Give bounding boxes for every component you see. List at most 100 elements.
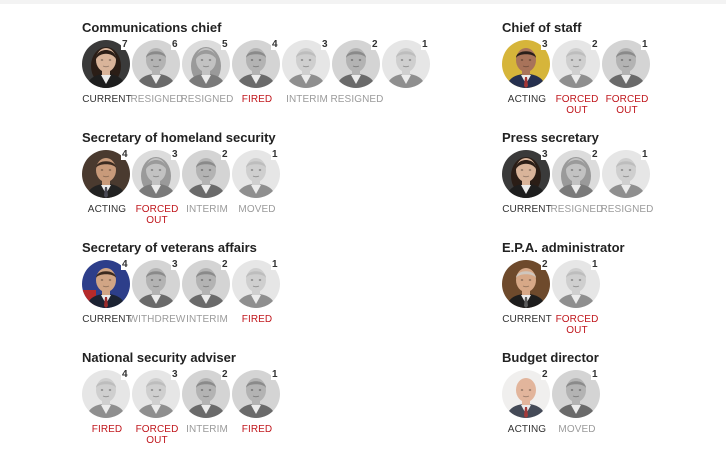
person-card[interactable]: 4 ACTING [82,149,132,230]
person-row: 3 CURRENT 2 RESIGNED 1 RESIGNED [502,149,653,230]
person-card[interactable]: 1 FORCED OUT [552,259,602,340]
order-number: 2 [591,149,599,160]
person-card[interactable]: 3 WITHDREW [129,259,185,340]
person-card[interactable]: 2 INTERIM [182,149,232,230]
portrait-photo [502,260,550,308]
person-card[interactable]: 1 MOVED [552,369,602,450]
person-card[interactable]: 6 RESIGNED [130,39,183,120]
order-number: 2 [221,149,229,160]
person-card[interactable]: 2 INTERIM [182,369,232,450]
order-number: 4 [121,369,129,380]
status-label: CURRENT [502,314,552,325]
group-title: Chief of staff [502,20,582,35]
portrait-photo [232,260,280,308]
person-row: 2 ACTING 1 MOVED [502,369,602,450]
group-title: Budget director [502,350,599,365]
person-card[interactable]: 2 RESIGNED [550,149,603,230]
person-card[interactable]: 2 ACTING [502,369,552,450]
order-number: 3 [171,369,179,380]
order-number: 4 [121,149,129,160]
group-press-secretary: Press secretary 3 CURRENT 2 RESIGNED 1 RESIGN… [502,130,653,230]
order-number: 2 [221,259,229,270]
status-label: WITHDREW [128,314,186,325]
status-label: FIRED [241,94,273,105]
person-card[interactable]: 3 FORCED OUT [132,149,182,230]
portrait-photo [502,150,550,198]
group-title: Press secretary [502,130,599,145]
status-label: RESIGNED [550,204,604,215]
person-row: 3 ACTING 2 FORCED OUT 1 FORCED OUT [502,39,650,120]
status-label: ACTING [507,424,547,435]
person-card[interactable]: 3 FORCED OUT [132,369,182,450]
portrait-photo [232,370,280,418]
person-row: 4 FIRED 3 FORCED OUT 2 INTERIM 1 FIRED [82,369,280,450]
person-card[interactable]: 1 RESIGNED [600,149,653,230]
order-number: 3 [321,39,329,50]
person-card[interactable]: 5 RESIGNED [180,39,233,120]
group-communications-chief: Communications chief 7 CURRENT 6 RESIGNED 5 R… [82,20,430,120]
status-label: MOVED [558,424,596,435]
person-card[interactable]: 4 FIRED [82,369,132,450]
person-card[interactable]: 2 FORCED OUT [552,39,602,120]
person-card[interactable]: 2 RESIGNED [330,39,383,120]
person-row: 2 CURRENT 1 FORCED OUT [502,259,625,340]
group-national-security-adviser: National security adviser 4 FIRED 3 FORCED … [82,350,280,450]
group-epa-administrator: E.P.A. administrator 2 CURRENT 1 FORCED OUT [502,240,625,340]
order-number: 1 [641,39,649,50]
order-number: 2 [371,39,379,50]
portrait-photo [182,40,230,88]
order-number: 6 [171,39,179,50]
person-card[interactable]: 1 FIRED [232,369,282,450]
order-number: 2 [221,369,229,380]
status-label: FORCED OUT [605,94,649,116]
order-number: 1 [591,369,599,380]
person-card[interactable]: 1 [382,39,432,120]
person-card[interactable]: 1 FORCED OUT [602,39,652,120]
status-label: CURRENT [82,94,132,105]
person-card[interactable]: 2 INTERIM [182,259,232,340]
person-card[interactable]: 4 FIRED [232,39,282,120]
status-label: MOVED [238,204,276,215]
order-number: 4 [271,39,279,50]
status-label: FORCED OUT [555,94,599,116]
status-label: INTERIM [286,94,328,105]
status-label: RESIGNED [330,94,384,105]
portrait-photo [602,150,650,198]
status-label: CURRENT [82,314,132,325]
group-secretary-of-veterans-affairs: Secretary of veterans affairs 4 CURRENT 3 W… [82,240,280,340]
person-card[interactable]: 3 ACTING [502,39,552,120]
person-card[interactable]: 3 CURRENT [502,149,552,230]
group-budget-director: Budget director 2 ACTING 1 MOVED [502,350,602,450]
status-label: INTERIM [186,424,228,435]
order-number: 1 [641,149,649,160]
order-number: 1 [271,369,279,380]
order-number: 1 [271,259,279,270]
person-card[interactable]: 2 CURRENT [502,259,552,340]
person-card[interactable]: 3 INTERIM [282,39,332,120]
portrait-photo [332,40,380,88]
status-label: FORCED OUT [555,314,599,336]
person-card[interactable]: 7 CURRENT [82,39,132,120]
group-title: Secretary of homeland security [82,130,276,145]
portrait-photo [82,150,130,198]
status-label: ACTING [87,204,127,215]
order-number: 2 [541,259,549,270]
order-number: 1 [271,149,279,160]
portrait-photo [502,40,550,88]
status-label: ACTING [507,94,547,105]
status-label: INTERIM [186,314,228,325]
status-label: RESIGNED [130,94,184,105]
group-chief-of-staff: Chief of staff 3 ACTING 2 FORCED OUT 1 FORCED… [502,20,650,120]
order-number: 1 [591,259,599,270]
status-label: RESIGNED [600,204,654,215]
status-label: FIRED [91,424,123,435]
order-number: 3 [171,259,179,270]
group-title: National security adviser [82,350,236,365]
person-card[interactable]: 4 CURRENT [82,259,132,340]
person-row: 4 CURRENT 3 WITHDREW 2 INTERIM 1 FIRED [82,259,280,340]
group-title: E.P.A. administrator [502,240,625,255]
person-card[interactable]: 1 MOVED [232,149,282,230]
person-card[interactable]: 1 FIRED [232,259,282,340]
order-number: 5 [221,39,229,50]
status-label: RESIGNED [180,94,234,105]
